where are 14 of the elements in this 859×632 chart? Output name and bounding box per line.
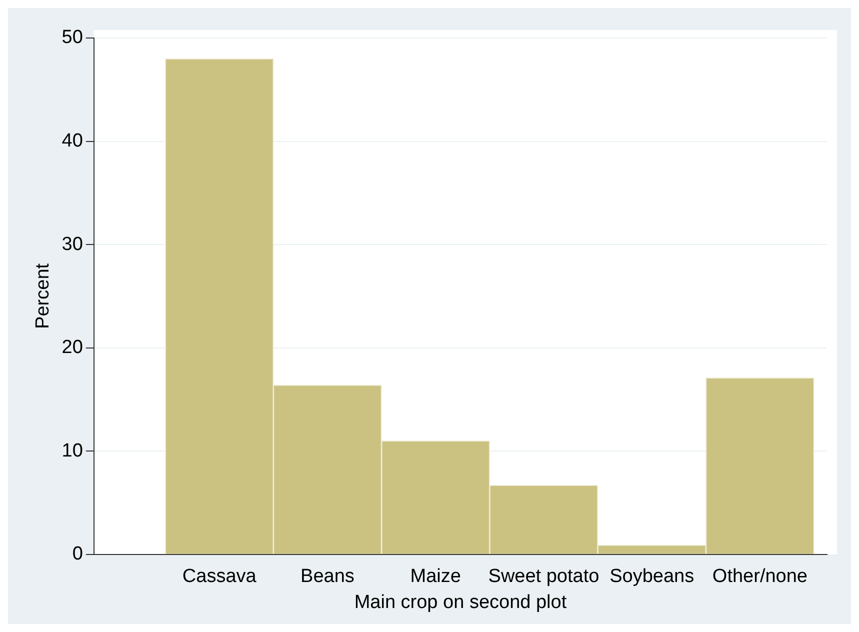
x-tick-label: Maize	[410, 566, 461, 588]
y-tick-label: 40	[62, 130, 83, 152]
y-tick-label: 20	[62, 337, 83, 358]
y-tick-label: 0	[72, 544, 83, 565]
x-tick-label: Cassava	[182, 566, 257, 588]
x-axis-title: Main crop on second plot	[354, 592, 568, 613]
x-tick-label: Beans	[300, 566, 354, 588]
x-tick-label: Sweet potato	[488, 566, 600, 588]
y-tick-label: 30	[62, 234, 83, 255]
y-axis-title: Percent	[32, 262, 54, 329]
x-tick-label: Soybeans	[610, 566, 694, 588]
y-tick-label: 10	[62, 440, 83, 462]
x-tick-label: Other/none	[712, 566, 808, 588]
y-tick-label: 50	[62, 27, 83, 48]
